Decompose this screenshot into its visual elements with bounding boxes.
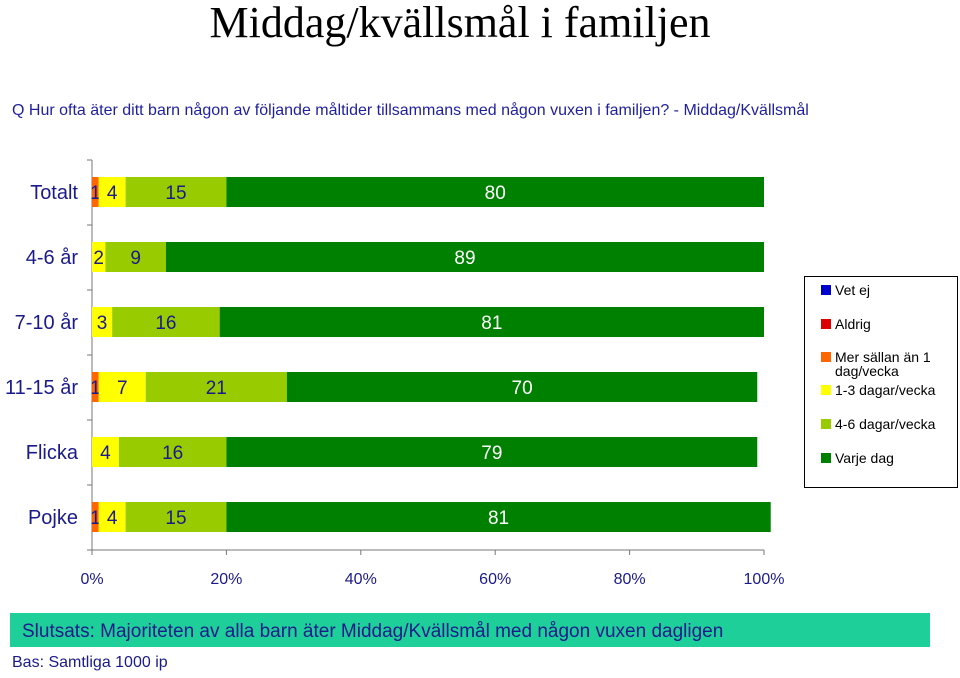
bar-segment bbox=[226, 437, 758, 467]
data-label: 81 bbox=[481, 313, 502, 334]
bar-segment bbox=[98, 177, 126, 207]
bar-segment bbox=[92, 307, 113, 337]
bar-segment bbox=[286, 372, 758, 402]
data-label: 2 bbox=[93, 248, 104, 269]
bar-segment bbox=[226, 502, 771, 532]
data-label: 4 bbox=[107, 183, 118, 204]
category-label: 4-6 år bbox=[26, 247, 79, 269]
legend-swatch bbox=[821, 419, 831, 429]
x-tick-label: 20% bbox=[210, 571, 242, 588]
bar-segment bbox=[105, 242, 166, 272]
category-label: Pojke bbox=[28, 507, 78, 529]
legend-label: Mer sällan än 1 dag/vecka bbox=[835, 349, 931, 379]
data-label: 7 bbox=[117, 378, 128, 399]
bar-segment bbox=[92, 502, 99, 532]
bar-segment bbox=[92, 177, 99, 207]
legend-item: 1-3 dagar/vecka bbox=[821, 382, 957, 398]
legend-swatch bbox=[821, 319, 831, 329]
data-label: 21 bbox=[206, 378, 227, 399]
data-label: 79 bbox=[481, 443, 502, 464]
data-label: 70 bbox=[512, 378, 533, 399]
data-label: 4 bbox=[100, 443, 111, 464]
category-label: 11-15 år bbox=[5, 377, 78, 399]
x-tick-label: 100% bbox=[744, 571, 785, 588]
legend-item: Varje dag bbox=[821, 450, 957, 466]
question-text: Q Hur ofta äter ditt barn någon av följa… bbox=[12, 102, 809, 119]
bar-segment bbox=[226, 177, 764, 207]
data-label: 89 bbox=[454, 248, 475, 269]
bar-segment bbox=[125, 502, 227, 532]
data-label: 16 bbox=[162, 443, 183, 464]
data-label: 9 bbox=[130, 248, 141, 269]
data-label: 4 bbox=[107, 508, 118, 529]
legend-label: Vet ej bbox=[835, 282, 871, 298]
legend-swatch bbox=[821, 352, 831, 362]
bar-segment bbox=[98, 502, 126, 532]
bar-segment bbox=[92, 437, 119, 467]
data-label: 1 bbox=[90, 183, 101, 204]
x-tick-label: 40% bbox=[345, 571, 377, 588]
base-note: Bas: Samtliga 1000 ip bbox=[12, 654, 168, 671]
legend-swatch bbox=[821, 385, 831, 395]
data-label: 16 bbox=[155, 313, 176, 334]
legend-label: Aldrig bbox=[835, 316, 871, 332]
bar-segment bbox=[92, 372, 99, 402]
chart-legend: Vet ej Aldrig Mer sällan än 1 dag/vecka 1-3… bbox=[804, 276, 958, 488]
bar-segment bbox=[118, 437, 227, 467]
category-label: Flicka bbox=[26, 442, 79, 464]
bar-segment bbox=[98, 372, 146, 402]
legend-label: 1-3 dagar/vecka bbox=[835, 382, 936, 398]
legend-item: Mer sällan än 1 dag/vecka bbox=[821, 349, 957, 379]
page-title: Middag/kvällsmål i familjen bbox=[209, 0, 711, 47]
legend-item: Vet ej bbox=[821, 282, 957, 298]
legend-swatch bbox=[821, 453, 831, 463]
data-label: 15 bbox=[165, 508, 186, 529]
bar-segment bbox=[165, 242, 765, 272]
legend-swatch bbox=[821, 285, 831, 295]
category-label: Totalt bbox=[30, 182, 78, 204]
data-label: 80 bbox=[485, 183, 506, 204]
conclusion-banner: Slutsats: Majoriteten av alla barn äter … bbox=[10, 613, 930, 647]
data-label: 15 bbox=[165, 183, 186, 204]
bar-segment bbox=[112, 307, 220, 337]
legend-item: 4-6 dagar/vecka bbox=[821, 416, 957, 432]
bar-segment bbox=[125, 177, 227, 207]
legend-label: Varje dag bbox=[835, 450, 894, 466]
bar-segment bbox=[219, 307, 764, 337]
x-tick-label: 80% bbox=[614, 571, 646, 588]
category-label: 7-10 år bbox=[15, 312, 79, 334]
bar-segment bbox=[92, 242, 106, 272]
bar-segment bbox=[145, 372, 287, 402]
data-label: 3 bbox=[97, 313, 108, 334]
x-tick-label: 60% bbox=[479, 571, 511, 588]
legend-item: Aldrig bbox=[821, 316, 957, 332]
legend-label: 4-6 dagar/vecka bbox=[835, 416, 936, 432]
conclusion-text: Slutsats: Majoriteten av alla barn äter … bbox=[22, 621, 724, 642]
stacked-bar-chart: 0% 20% 40% 60% 80% 100%Totalt 1 4 15 804-6 år 2 9 89… bbox=[5, 159, 785, 588]
x-tick-label: 0% bbox=[80, 571, 103, 588]
data-label: 81 bbox=[488, 508, 509, 529]
data-label: 1 bbox=[90, 508, 101, 529]
data-label: 1 bbox=[90, 378, 101, 399]
